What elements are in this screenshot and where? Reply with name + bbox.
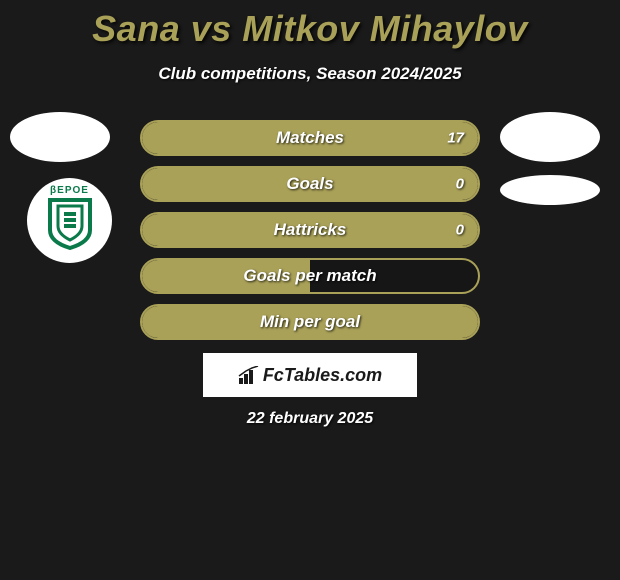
player-avatar-left xyxy=(10,112,110,162)
stat-label: Min per goal xyxy=(260,312,360,332)
stats-container: Matches 17 Goals 0 Hattricks 0 Goals per… xyxy=(140,120,480,350)
chart-icon xyxy=(238,366,260,384)
date-text: 22 february 2025 xyxy=(0,410,620,428)
stat-value: 0 xyxy=(456,176,464,193)
shield-icon xyxy=(46,198,94,250)
page-title: Sana vs Mitkov Mihaylov xyxy=(0,0,620,50)
branding-box: FcTables.com xyxy=(203,353,417,397)
stat-bar-min-per-goal: Min per goal xyxy=(140,304,480,340)
stat-label: Hattricks xyxy=(274,220,347,240)
stat-bar-goals-per-match: Goals per match xyxy=(140,258,480,294)
club-badge: βEPOE xyxy=(27,178,112,263)
branding-label: FcTables.com xyxy=(263,365,382,386)
stat-value: 17 xyxy=(447,130,464,147)
subtitle: Club competitions, Season 2024/2025 xyxy=(0,64,620,84)
stat-label: Matches xyxy=(276,128,344,148)
stat-label: Goals per match xyxy=(243,266,376,286)
stat-label: Goals xyxy=(286,174,333,194)
stat-bar-matches: Matches 17 xyxy=(140,120,480,156)
stat-bar-hattricks: Hattricks 0 xyxy=(140,212,480,248)
player-avatar-right-top xyxy=(500,112,600,162)
stat-bar-goals: Goals 0 xyxy=(140,166,480,202)
player-avatar-right-bottom xyxy=(500,175,600,205)
stat-value: 0 xyxy=(456,222,464,239)
club-badge-label: βEPOE xyxy=(50,185,89,196)
